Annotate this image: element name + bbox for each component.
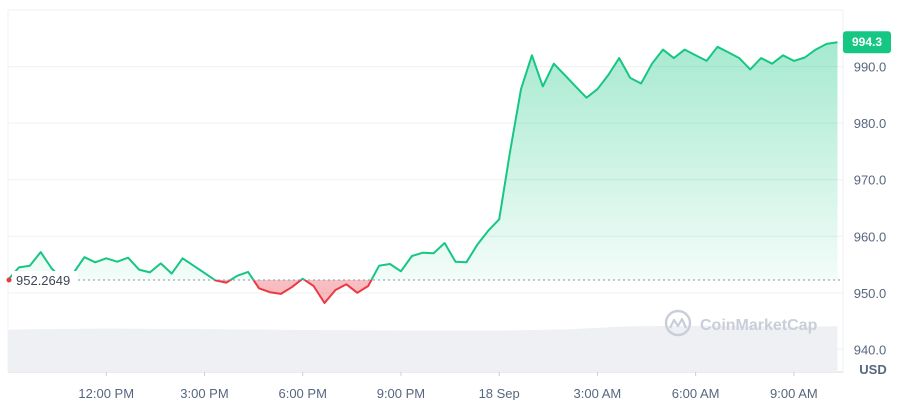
y-tick-label: 950.0 (854, 286, 887, 301)
y-tick-label: 980.0 (854, 116, 887, 131)
baseline-marker: 952.2649 (6, 271, 843, 289)
x-tick-label: 18 Sep (479, 386, 520, 400)
baseline-value-label: 952.2649 (16, 273, 70, 288)
unit-label: USD (859, 362, 886, 377)
y-tick-label: 960.0 (854, 229, 887, 244)
coinmarketcap-logo-icon (664, 309, 692, 337)
current-price-badge (843, 31, 891, 54)
price-area-fill (8, 42, 838, 303)
baseline-start-dot (6, 277, 12, 283)
baseline-label-bg (12, 271, 78, 289)
x-tick-label: 3:00 AM (574, 386, 622, 400)
y-tick-label: 990.0 (854, 60, 887, 75)
axes: 940.0 950.0 960.0 970.0 980.0 990.0 12:00 PM 3:… (78, 60, 887, 401)
current-price-tag: 994.3 (843, 31, 891, 54)
y-tick-label: 970.0 (854, 173, 887, 188)
x-tick-label: 12:00 PM (78, 386, 134, 400)
price-line (7, 41, 838, 304)
x-tick-label: 9:00 AM (770, 386, 818, 400)
x-tick-label: 3:00 PM (180, 386, 228, 400)
area-above-baseline (8, 42, 838, 281)
x-tick-label: 6:00 AM (672, 386, 720, 400)
watermark-text: CoinMarketCap (700, 317, 818, 334)
x-tick-label: 9:00 PM (377, 386, 425, 400)
price-line-up (7, 41, 838, 281)
x-tick-label: 6:00 PM (278, 386, 326, 400)
watermark: CoinMarketCap (664, 309, 818, 337)
volume-area-shape (8, 325, 838, 372)
volume-area (8, 325, 838, 372)
current-price-label: 994.3 (852, 35, 882, 49)
y-tick-label: 940.0 (854, 342, 887, 357)
coinmarketcap-logo-mark-icon (669, 317, 688, 329)
